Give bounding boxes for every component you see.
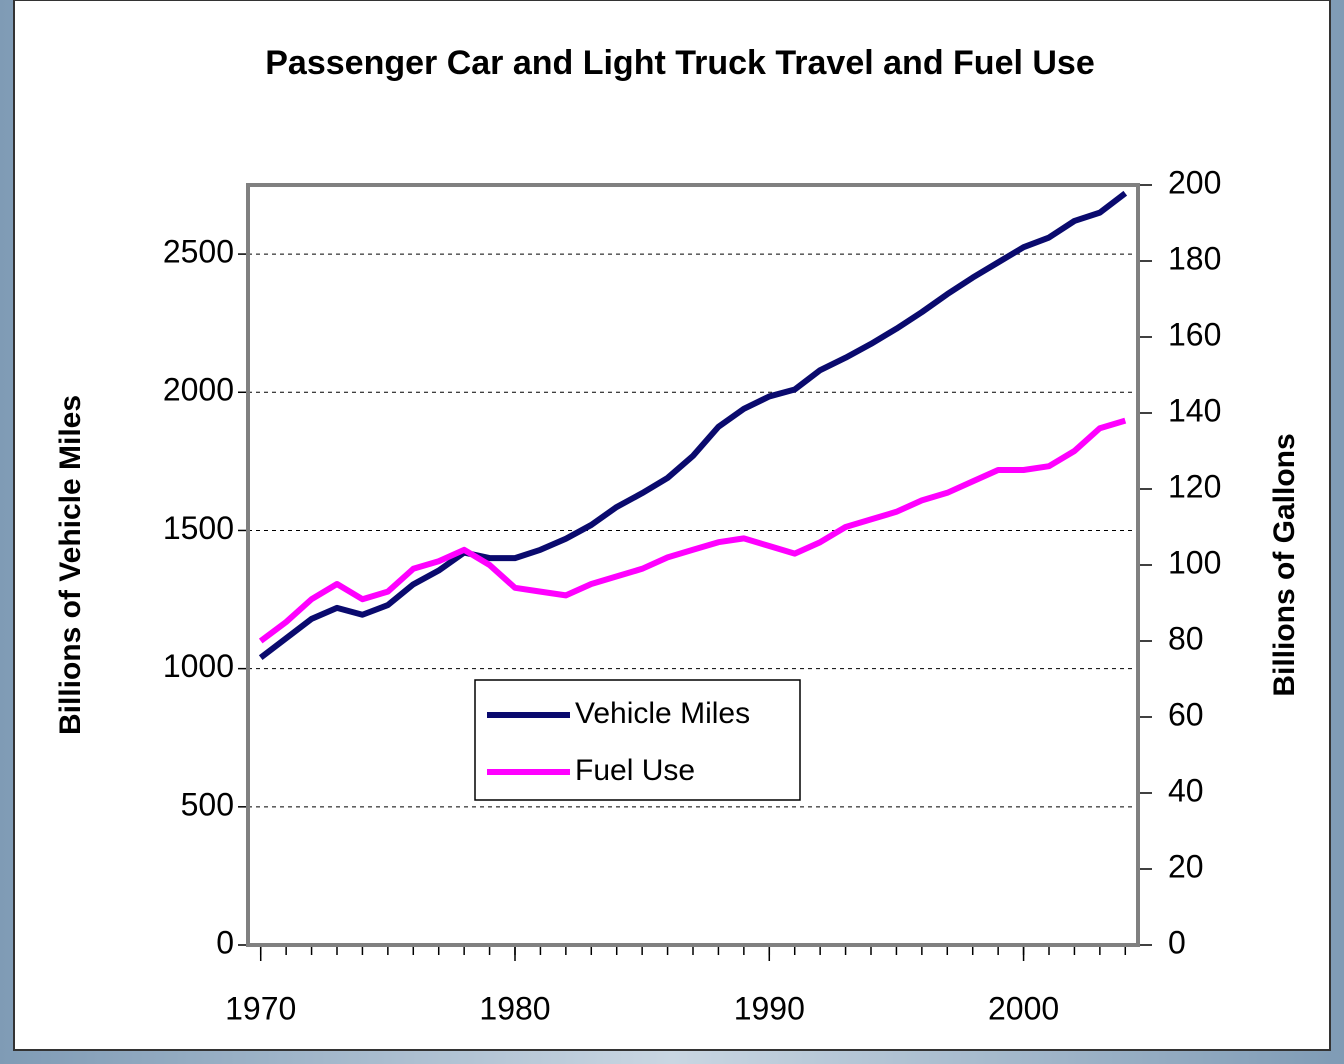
y-tick-label: 500 (181, 786, 234, 822)
series-line (258, 190, 1128, 660)
legend-label: Fuel Use (575, 754, 695, 787)
y-tick-label: 1000 (163, 648, 234, 684)
y-tick-label: 1500 (163, 510, 234, 546)
x-tick-label: 2000 (988, 990, 1059, 1026)
y2-tick-label: 180 (1168, 240, 1221, 276)
y2-tick-label: 200 (1168, 164, 1221, 200)
y2-tick-label: 160 (1168, 316, 1221, 352)
y2-tick-label: 60 (1168, 696, 1204, 732)
chart-panel (13, 0, 1331, 1051)
y-tick-label: 2500 (163, 234, 234, 270)
series-line (258, 417, 1127, 644)
y2-tick-label: 140 (1168, 392, 1221, 428)
y2-tick-label: 100 (1168, 544, 1221, 580)
y2-tick-label: 120 (1168, 468, 1221, 504)
chart-title: Passenger Car and Light Truck Travel and… (265, 44, 1095, 82)
x-tick-label: 1980 (479, 990, 550, 1026)
y2-tick-label: 40 (1168, 772, 1204, 808)
plot-frame (246, 183, 1140, 947)
y-tick-label: 0 (216, 924, 234, 960)
legend-label: Vehicle Miles (575, 697, 750, 730)
y2-tick-label: 80 (1168, 620, 1204, 656)
y-axis-label: Billions of Vehicle Miles (54, 395, 87, 735)
y2-tick-label: 20 (1168, 848, 1204, 884)
y2-axis-label: Billions of Gallons (1268, 433, 1301, 696)
y-tick-label: 2000 (163, 372, 234, 408)
x-tick-label: 1970 (225, 990, 296, 1026)
y2-tick-label: 0 (1168, 924, 1186, 960)
legend-box (474, 679, 801, 801)
x-tick-label: 1990 (734, 990, 805, 1026)
